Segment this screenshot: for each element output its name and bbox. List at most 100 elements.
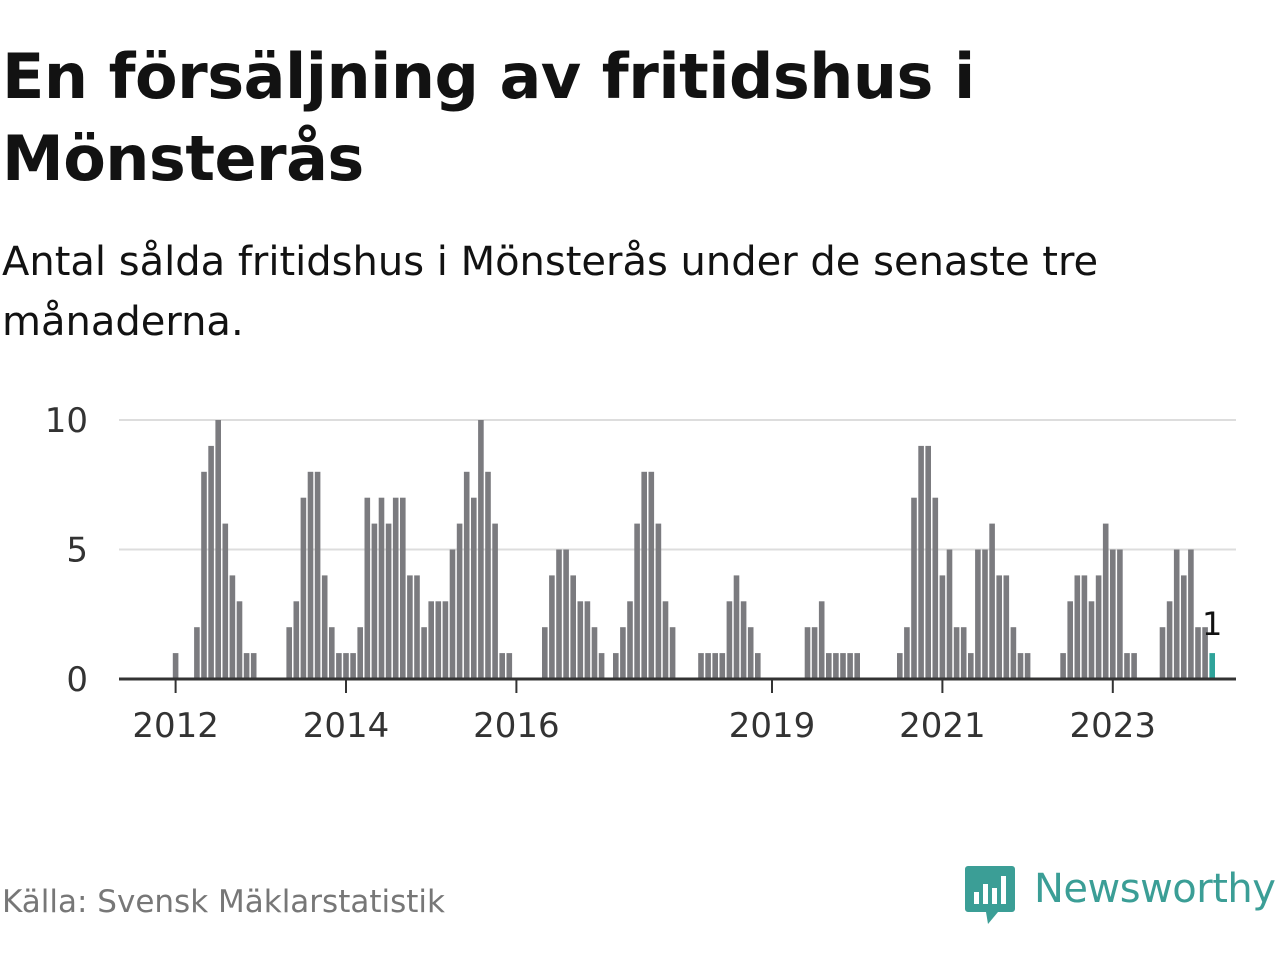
- bar: [953, 627, 960, 679]
- bar: [960, 627, 967, 679]
- bar: [215, 420, 221, 679]
- newsworthy-icon: [965, 866, 1015, 924]
- bar: [826, 653, 832, 679]
- bar: [407, 575, 413, 679]
- bar: [435, 601, 442, 679]
- x-tick-label-2012: 2012: [132, 706, 219, 746]
- bar: [485, 471, 491, 679]
- bar: [648, 471, 655, 679]
- bar: [1095, 575, 1102, 679]
- x-tick-label-2021: 2021: [899, 706, 986, 746]
- bar: [329, 627, 335, 679]
- bar: [939, 575, 946, 679]
- y-tick-label-10: 10: [45, 401, 88, 441]
- bar: [463, 471, 470, 679]
- bar: [1060, 653, 1066, 679]
- bar: [492, 523, 498, 679]
- bar: [1081, 575, 1088, 679]
- bar: [918, 445, 924, 679]
- x-tick-label-2023: 2023: [1070, 706, 1157, 746]
- bar: [1131, 653, 1137, 679]
- bar: [229, 575, 236, 679]
- data-label-latest: 1: [1202, 605, 1222, 643]
- chart-title: En försäljning av fritidshus i Mönsterås: [2, 40, 975, 195]
- bar: [620, 627, 626, 679]
- gridlines: [119, 419, 1236, 551]
- bar: [243, 653, 250, 679]
- bar: [307, 471, 314, 679]
- bar: [321, 575, 328, 679]
- bar: [911, 497, 917, 679]
- x-tick-label-2016: 2016: [473, 706, 560, 746]
- bar-chart: 0 5 10 2012 2014 2016 2019 2021 2023 1: [45, 401, 1236, 746]
- bar: [705, 653, 711, 679]
- bar: [442, 601, 449, 679]
- bar: [414, 575, 420, 679]
- bar: [712, 653, 718, 679]
- bar: [1010, 627, 1017, 679]
- bar: [542, 627, 548, 679]
- bar: [847, 653, 853, 679]
- bar: [570, 575, 576, 679]
- bar: [456, 523, 463, 679]
- bar: [719, 653, 726, 679]
- bar: [400, 497, 406, 679]
- bar: [1074, 575, 1081, 679]
- bar: [726, 601, 733, 679]
- bar: [478, 420, 484, 679]
- bar: [811, 627, 818, 679]
- bar: [549, 575, 555, 679]
- bar: [627, 601, 633, 679]
- bar: [804, 627, 811, 679]
- bar: [996, 575, 1002, 679]
- bar: [1117, 549, 1123, 679]
- bar: [1195, 627, 1201, 679]
- bar: [946, 549, 953, 679]
- bar: [747, 627, 754, 679]
- bar: [1110, 549, 1116, 679]
- bar: [584, 601, 591, 679]
- bar: [904, 627, 910, 679]
- x-tick-label-2019: 2019: [729, 706, 816, 746]
- bar: [471, 497, 477, 679]
- bar: [208, 445, 214, 679]
- bar: [613, 653, 619, 679]
- bar: [172, 653, 179, 679]
- bar: [1102, 523, 1109, 679]
- bar: [392, 497, 399, 679]
- bar: [336, 653, 342, 679]
- bar: [740, 601, 747, 679]
- bar: [1124, 653, 1130, 679]
- bar: [1017, 653, 1024, 679]
- bar: [669, 627, 676, 679]
- bar: [286, 627, 292, 679]
- bar: [634, 523, 640, 679]
- bar: [449, 549, 456, 679]
- bar: [385, 523, 392, 679]
- bar: [968, 653, 974, 679]
- bar: [201, 471, 207, 679]
- brand-name: Newsworthy: [1034, 866, 1276, 912]
- chart-subtitle: Antal sålda fritidshus i Mönsterås under…: [2, 239, 1099, 345]
- bar: [300, 497, 307, 679]
- bar: [1173, 549, 1180, 679]
- bar: [833, 653, 839, 679]
- bar: [378, 497, 385, 679]
- bar: [293, 601, 300, 679]
- bar: [1088, 601, 1095, 679]
- bar: [563, 549, 569, 679]
- bar: [236, 601, 243, 679]
- bar: [1166, 601, 1173, 679]
- bar: [755, 653, 761, 679]
- bar: [591, 627, 598, 679]
- bar: [975, 549, 981, 679]
- bar: [655, 523, 662, 679]
- bar: [982, 549, 988, 679]
- bar: [818, 601, 825, 679]
- bar: [641, 471, 647, 679]
- bar: [357, 627, 363, 679]
- bar: [897, 653, 903, 679]
- bar: [350, 653, 356, 679]
- bar: [840, 653, 846, 679]
- y-tick-label-0: 0: [66, 660, 88, 700]
